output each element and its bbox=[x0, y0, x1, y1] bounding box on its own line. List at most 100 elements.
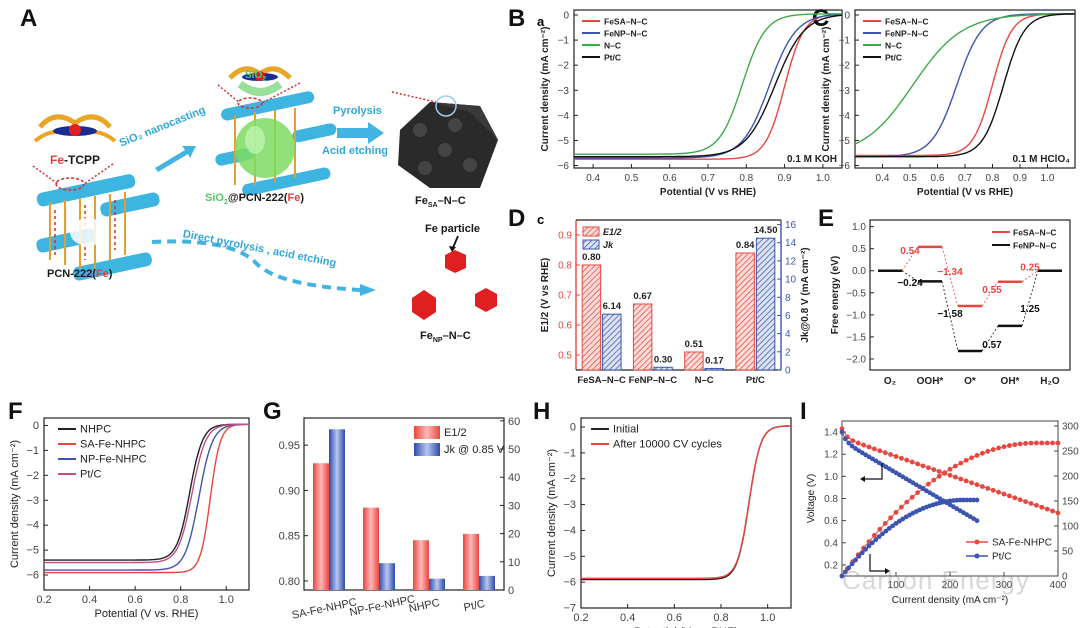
category-label: H₂O bbox=[1040, 376, 1060, 387]
y2-tick-label: 10 bbox=[785, 275, 797, 286]
energy-connector bbox=[901, 246, 919, 271]
y-tick-label: −3 bbox=[26, 495, 39, 507]
y2-tick-label: 12 bbox=[785, 256, 797, 267]
y2-tick-label: 2 bbox=[785, 347, 791, 358]
y2-tick-label: 40 bbox=[508, 472, 520, 484]
y-tick-label: −1.5 bbox=[846, 332, 866, 343]
x-axis-label: Current density (mA cm⁻²) bbox=[892, 595, 1008, 606]
panel-label-e: E bbox=[818, 205, 835, 232]
panel-a: A bbox=[0, 0, 500, 390]
energy-connector bbox=[981, 281, 999, 307]
x-tick-label: 1.0 bbox=[219, 594, 234, 606]
y-tick-label: 0.2 bbox=[824, 560, 838, 571]
y-tick-label: −5 bbox=[558, 136, 570, 147]
x-tick-label: 0.7 bbox=[701, 173, 715, 184]
acid-etching-step-label: Acid etching bbox=[322, 145, 389, 157]
chart-i: 0.2 0.4 0.6 0.8 1.0 1.2 1.4 0 50 100 150 200 250 300 1… bbox=[806, 420, 1079, 606]
panel-label-i: I bbox=[800, 398, 807, 425]
x-tick-label: 200 bbox=[942, 580, 959, 591]
category-label: N–C bbox=[695, 375, 714, 386]
category-label: FeNP–N–C bbox=[629, 375, 678, 386]
legend-swatch bbox=[414, 443, 440, 456]
fenp-n-c-label: FeNP–N–C bbox=[420, 330, 471, 344]
y-tick-label: −6 bbox=[558, 161, 570, 172]
y2-tick-label: 200 bbox=[1062, 472, 1079, 483]
step-energy-label: 0.54 bbox=[900, 246, 920, 257]
panel-label-g: G bbox=[263, 398, 282, 425]
x-axis-label: Potential (V vs RHE) bbox=[917, 187, 1013, 198]
voltage-curve bbox=[841, 428, 1059, 514]
legend-label: Jk @ 0.85 V bbox=[444, 444, 505, 456]
x-tick-label: 0.2 bbox=[36, 594, 51, 606]
legend-label: FeNP–N–C bbox=[604, 29, 647, 39]
panel-label-a: A bbox=[20, 5, 38, 32]
watermark: Carbon Energy bbox=[842, 565, 1030, 595]
y-tick-label: 0.5 bbox=[852, 244, 866, 255]
y-tick-label: −6 bbox=[563, 577, 576, 589]
voltage-point bbox=[839, 429, 845, 435]
y2-tick-label: 14 bbox=[785, 238, 797, 249]
bar-jk bbox=[704, 367, 725, 371]
fe-tcpp-prefix: Fe bbox=[50, 153, 65, 167]
chart-b: 0.4 0.5 0.6 0.7 0.8 0.9 1.0 0 −1 −2 −3 −4 −5 −6 Potent… bbox=[540, 9, 843, 198]
series-line bbox=[581, 425, 791, 579]
series-line bbox=[44, 423, 249, 561]
fenp-n-c-structure-icon bbox=[412, 235, 497, 320]
series-line bbox=[574, 13, 843, 159]
right-axis-arrow-icon bbox=[869, 554, 888, 572]
x-axis-label: Potential (V vs RHE) bbox=[660, 187, 756, 198]
bar-jk bbox=[329, 429, 345, 590]
y-tick-label: −2 bbox=[563, 473, 576, 485]
y-tick-label: 0 bbox=[844, 11, 850, 22]
legend-label: Initial bbox=[613, 424, 639, 436]
y2-tick-label: 16 bbox=[785, 220, 797, 231]
x-tick-label: 0.8 bbox=[739, 173, 753, 184]
y-tick-label: −6 bbox=[26, 570, 39, 582]
x-tick-label: 1.0 bbox=[816, 173, 830, 184]
x-tick-label: 0.8 bbox=[173, 594, 188, 606]
x-tick-label: 0.4 bbox=[82, 594, 97, 606]
x-tick-label: 0.9 bbox=[778, 173, 792, 184]
mid-pcn: @PCN-222( bbox=[227, 192, 288, 204]
y-tick-label: −3 bbox=[839, 86, 851, 97]
legend-swatch bbox=[414, 426, 440, 439]
y-axis-label: Free energy (eV) bbox=[830, 256, 841, 334]
legend-label: E1/2 bbox=[603, 227, 622, 237]
y-tick-label: 0.8 bbox=[824, 494, 838, 505]
x-tick-label: 0.6 bbox=[127, 594, 142, 606]
arrowhead-icon bbox=[885, 568, 890, 574]
y-tick-label: −1.0 bbox=[846, 310, 866, 321]
category-label: SA-Fe-NHPC bbox=[291, 596, 358, 621]
mid-sub: 2 bbox=[223, 199, 228, 207]
series-line bbox=[574, 13, 843, 160]
y2-tick-label: 60 bbox=[508, 416, 520, 428]
y-axis-label: E1/2 (V vs RHE) bbox=[540, 258, 551, 332]
step-energy-label: −1.34 bbox=[937, 267, 963, 278]
bar-value-label: 0.80 bbox=[582, 252, 601, 263]
panel-label-d: D bbox=[508, 205, 526, 232]
bar-value-label: 0.30 bbox=[654, 354, 673, 365]
chart-d: 0.5 0.6 0.7 0.8 0.9 0 2 4 6 8 10 12 14 16 0.80 6.14 FeSA… bbox=[540, 219, 811, 386]
category-label: OOH* bbox=[917, 376, 944, 387]
y2-tick-label: 10 bbox=[508, 557, 520, 569]
legend-label: FeNP–N–C bbox=[1013, 241, 1056, 251]
y2-tick-label: 250 bbox=[1062, 447, 1079, 458]
y-tick-label: −1 bbox=[563, 447, 576, 459]
y-tick-label: 1.4 bbox=[824, 428, 838, 439]
y-tick-label: −1 bbox=[558, 36, 570, 47]
y-tick-label: −2 bbox=[26, 470, 39, 482]
power-curve bbox=[841, 442, 1058, 577]
y-axis-label: Current density (mA cm⁻²) bbox=[546, 449, 558, 577]
y-tick-label: 0 bbox=[33, 420, 39, 432]
y2-tick-label: 50 bbox=[1062, 547, 1074, 558]
legend-label: FeSA–N–C bbox=[1013, 228, 1056, 238]
plot-frame bbox=[869, 219, 1071, 371]
step-energy-label: 0.25 bbox=[1020, 263, 1040, 274]
x-tick-label: 0.4 bbox=[586, 173, 600, 184]
y-tick-label: 0.7 bbox=[558, 291, 572, 302]
x-tick-label: 1.0 bbox=[1041, 173, 1055, 184]
x-tick-label: 0.5 bbox=[624, 173, 638, 184]
energy-connector bbox=[981, 325, 999, 352]
x-tick-label: 0.5 bbox=[903, 173, 917, 184]
x-tick-label: 0.2 bbox=[573, 612, 588, 624]
